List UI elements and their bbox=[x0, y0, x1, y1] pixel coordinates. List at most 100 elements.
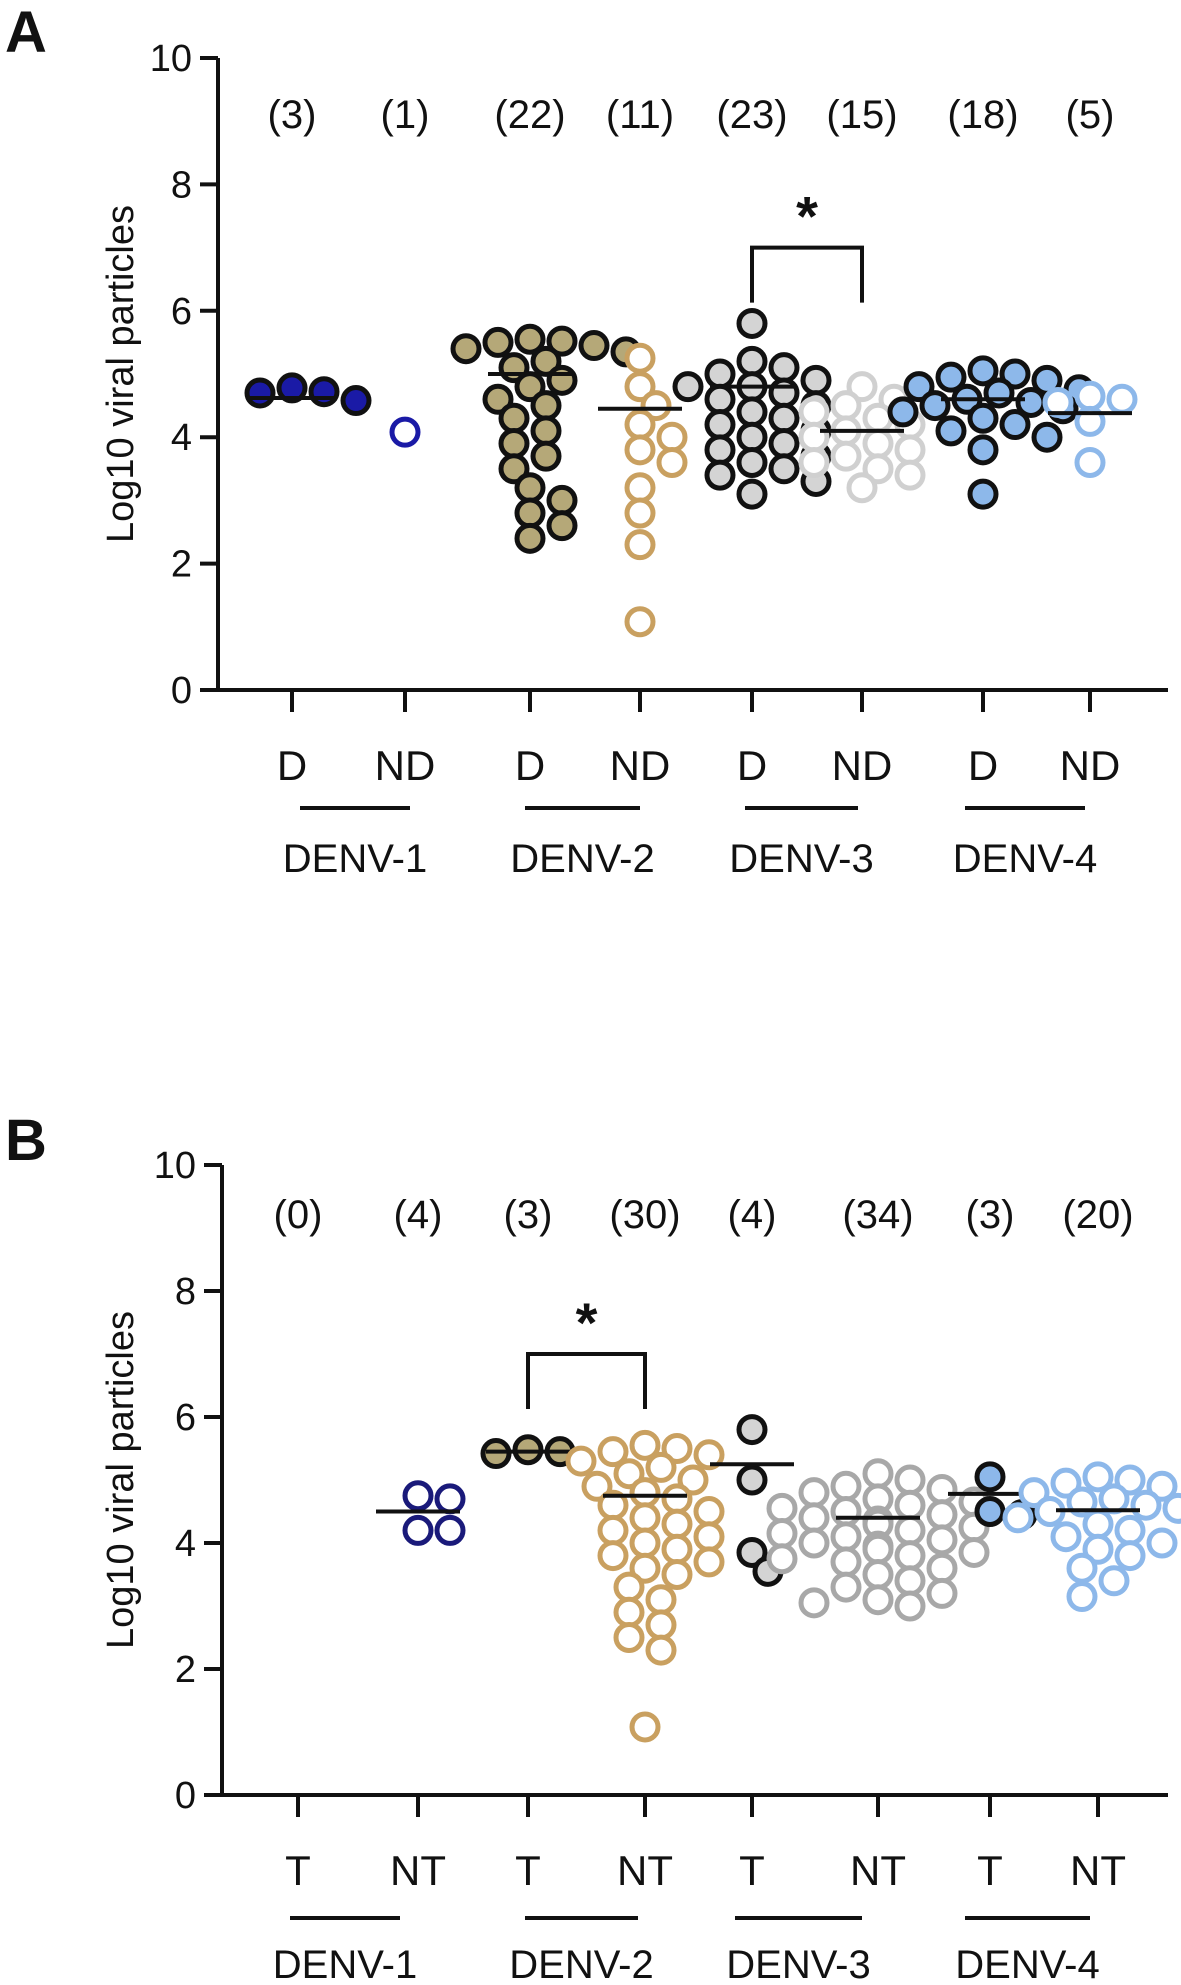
panel-b: B 0 2 4 6 8 10 Log10 viral particles (0) T (4) NT (3… bbox=[5, 1108, 1181, 1985]
sample-count-label: (1) bbox=[381, 93, 430, 137]
sample-count-label: (4) bbox=[394, 1193, 443, 1237]
data-point bbox=[693, 1546, 725, 1578]
y-axis-title: Log10 viral particles bbox=[100, 205, 142, 543]
data-point bbox=[768, 428, 800, 460]
data-point bbox=[862, 1559, 894, 1590]
data-point bbox=[1098, 1483, 1130, 1515]
data-point bbox=[736, 345, 768, 377]
data-point bbox=[629, 1711, 661, 1743]
data-point bbox=[798, 396, 830, 428]
data-point bbox=[736, 1464, 768, 1496]
data-point bbox=[514, 522, 546, 554]
group-label: NT bbox=[1070, 1847, 1126, 1894]
data-point bbox=[661, 1483, 693, 1515]
data-point bbox=[862, 402, 894, 434]
data-point bbox=[597, 1436, 629, 1468]
y-tick-label: 4 bbox=[175, 1523, 196, 1565]
data-point bbox=[736, 421, 768, 453]
data-point bbox=[935, 361, 967, 393]
data-point bbox=[308, 376, 340, 408]
y-tick-label: 2 bbox=[171, 544, 192, 586]
data-point bbox=[1146, 1470, 1178, 1502]
sample-count-label: (5) bbox=[1066, 93, 1115, 137]
data-point bbox=[661, 1533, 693, 1565]
data-point bbox=[894, 1540, 926, 1572]
data-point bbox=[645, 1609, 677, 1641]
data-point bbox=[736, 478, 768, 510]
data-point bbox=[798, 446, 830, 478]
significance-bracket bbox=[526, 1352, 647, 1409]
data-point bbox=[800, 364, 832, 396]
data-point bbox=[887, 396, 919, 428]
data-point bbox=[846, 371, 878, 403]
data-point bbox=[926, 1552, 958, 1584]
data-point bbox=[1050, 1467, 1082, 1499]
family-label: DENV-1 bbox=[273, 1943, 418, 1985]
data-point bbox=[677, 1464, 709, 1496]
data-point bbox=[862, 1458, 894, 1490]
data-point bbox=[704, 358, 736, 390]
data-point bbox=[798, 1527, 830, 1559]
data-point bbox=[1146, 1527, 1178, 1559]
data-point bbox=[624, 529, 656, 561]
data-point bbox=[798, 1477, 830, 1509]
data-point bbox=[514, 497, 546, 529]
data-point bbox=[830, 1571, 862, 1603]
y-tick-label: 8 bbox=[171, 164, 192, 206]
sample-count-label: (30) bbox=[609, 1193, 680, 1237]
data-point bbox=[613, 1571, 645, 1603]
data-point bbox=[798, 1502, 830, 1534]
data-point bbox=[1082, 1461, 1114, 1493]
data-point bbox=[894, 1489, 926, 1521]
data-point bbox=[546, 364, 578, 396]
data-point bbox=[693, 1521, 725, 1553]
significance-bracket bbox=[750, 245, 864, 303]
sample-count-label: (11) bbox=[606, 93, 674, 137]
data-point bbox=[693, 1439, 725, 1471]
data-point bbox=[1050, 1521, 1082, 1553]
y-tick-label: 4 bbox=[171, 417, 192, 459]
data-point bbox=[645, 1634, 677, 1666]
data-point bbox=[894, 1464, 926, 1496]
data-point bbox=[894, 434, 926, 466]
data-point bbox=[672, 371, 704, 403]
data-point bbox=[656, 446, 688, 478]
group-label: NT bbox=[850, 1847, 906, 1894]
data-point bbox=[624, 497, 656, 529]
data-point bbox=[645, 1584, 677, 1616]
data-point bbox=[514, 472, 546, 504]
data-point bbox=[656, 421, 688, 453]
family-label: DENV-3 bbox=[726, 1943, 871, 1985]
data-point bbox=[894, 1565, 926, 1597]
family-label: DENV-2 bbox=[510, 837, 655, 881]
data-point bbox=[766, 1543, 798, 1575]
group-label: T bbox=[515, 1847, 541, 1894]
data-point bbox=[624, 472, 656, 504]
y-tick-label: 0 bbox=[171, 670, 192, 712]
group-label: ND bbox=[610, 742, 671, 789]
data-point bbox=[704, 459, 736, 491]
data-point bbox=[766, 1492, 798, 1524]
data-point bbox=[830, 440, 862, 472]
data-point bbox=[926, 1524, 958, 1556]
data-point bbox=[1066, 1581, 1098, 1613]
data-point bbox=[983, 377, 1015, 409]
data-point bbox=[704, 383, 736, 415]
data-point bbox=[798, 1587, 830, 1619]
data-point bbox=[530, 415, 562, 447]
sample-count-label: (3) bbox=[268, 93, 317, 137]
data-point bbox=[498, 453, 530, 485]
data-point bbox=[645, 1451, 677, 1483]
data-point bbox=[967, 355, 999, 387]
data-point bbox=[450, 333, 482, 365]
data-point bbox=[624, 606, 656, 638]
data-point bbox=[894, 1514, 926, 1546]
data-point bbox=[498, 428, 530, 460]
data-point bbox=[482, 326, 514, 358]
data-point bbox=[736, 307, 768, 339]
data-point bbox=[624, 342, 656, 374]
data-point bbox=[894, 459, 926, 491]
data-point bbox=[768, 453, 800, 485]
data-point bbox=[919, 390, 951, 422]
group-label: NT bbox=[617, 1847, 673, 1894]
